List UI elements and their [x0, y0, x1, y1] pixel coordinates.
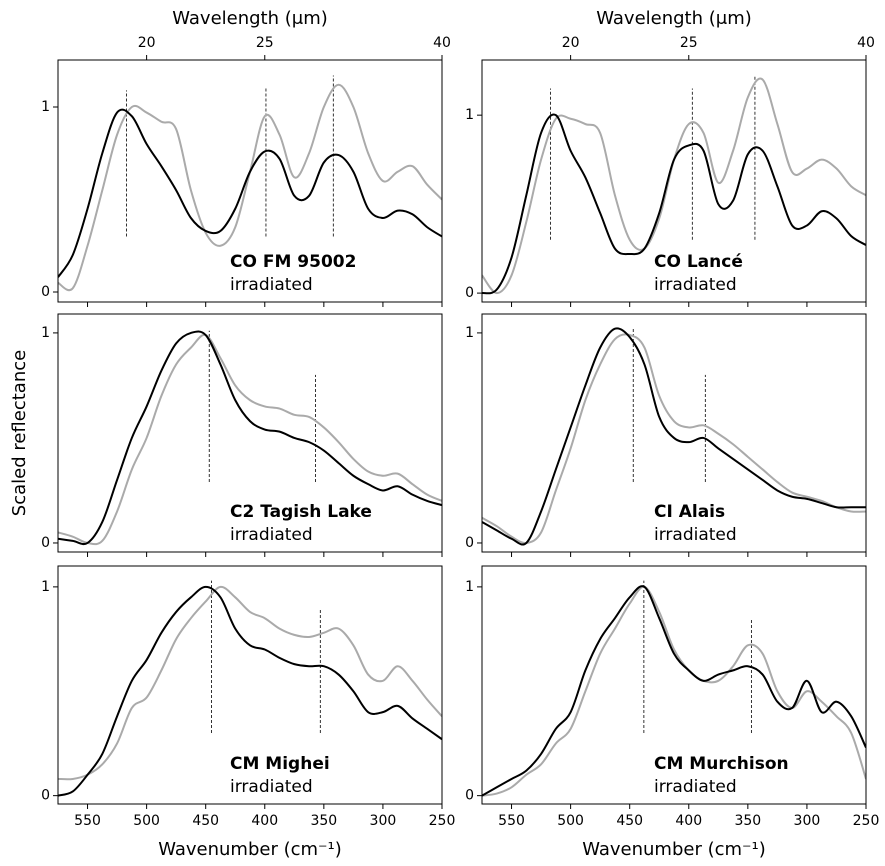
- x-tick-label: 400: [251, 813, 278, 829]
- legend-label: irradiated: [230, 275, 313, 295]
- x-axis-label: Wavenumber (cm⁻¹): [582, 839, 766, 860]
- y-tick-label: 0: [41, 788, 50, 804]
- spectrum-line: [58, 585, 442, 797]
- spectrum-line: [482, 585, 866, 797]
- plot-frame: [481, 59, 867, 303]
- y-tick-label: 0: [465, 788, 474, 804]
- x-tick-label: 300: [370, 813, 397, 829]
- x2-tick-label: 40: [433, 35, 451, 51]
- x2-axis-label: Wavelength (μm): [172, 8, 328, 29]
- x-tick-label: 250: [429, 813, 456, 829]
- y-tick-label: 1: [41, 579, 50, 595]
- y-tick-label: 1: [465, 107, 474, 123]
- legend-label: irradiated: [230, 525, 313, 545]
- x-tick-label: 400: [675, 813, 702, 829]
- spectrum-line: [58, 330, 442, 546]
- y-tick-label: 1: [465, 579, 474, 595]
- legend-label: CM Mighei: [230, 754, 330, 774]
- x2-tick-label: 25: [256, 35, 274, 51]
- spectrum-line: [58, 585, 442, 781]
- plot-frame: [57, 59, 443, 303]
- x2-tick-label: 25: [680, 35, 698, 51]
- y-tick-label: 0: [41, 535, 50, 551]
- legend-label: CO FM 95002: [230, 252, 356, 272]
- x-tick-label: 300: [794, 813, 821, 829]
- x-tick-label: 450: [616, 813, 643, 829]
- y-tick-label: 1: [465, 325, 474, 341]
- x2-axis-label: Wavelength (μm): [596, 8, 752, 29]
- legend-label: CI Alais: [654, 502, 725, 522]
- spectrum-line: [482, 327, 866, 546]
- y-tick-label: 0: [41, 284, 50, 300]
- legend-label: irradiated: [654, 525, 737, 545]
- plot-frame: [57, 565, 443, 805]
- x-tick-label: 550: [498, 813, 525, 829]
- x-tick-label: 500: [557, 813, 584, 829]
- x2-tick-label: 20: [138, 35, 156, 51]
- legend-label: C2 Tagish Lake: [230, 502, 372, 522]
- legend-label: CO Lancé: [654, 252, 743, 272]
- x2-tick-label: 20: [562, 35, 580, 51]
- spectrum-line: [482, 113, 866, 295]
- x-tick-label: 350: [734, 813, 761, 829]
- y-tick-label: 1: [41, 325, 50, 341]
- x-tick-label: 550: [74, 813, 101, 829]
- x-tick-label: 450: [192, 813, 219, 829]
- plot-frame: [481, 565, 867, 805]
- x-tick-label: 500: [133, 813, 160, 829]
- y-tick-label: 1: [41, 99, 50, 115]
- y-tick-label: 0: [465, 285, 474, 301]
- x2-tick-label: 40: [857, 35, 875, 51]
- legend-label: irradiated: [230, 777, 313, 797]
- plot-frame: [57, 313, 443, 553]
- legend-label: irradiated: [654, 777, 737, 797]
- plot-frame: [481, 313, 867, 553]
- legend-label: irradiated: [654, 275, 737, 295]
- x-tick-label: 350: [310, 813, 337, 829]
- spectrum-line: [482, 333, 866, 545]
- legend-label: CM Murchison: [654, 754, 789, 774]
- x-tick-label: 250: [853, 813, 880, 829]
- spectrum-line: [58, 333, 442, 546]
- y-axis-label: Scaled reflectance: [9, 350, 30, 516]
- spectrum-line: [482, 585, 866, 797]
- y-tick-label: 0: [465, 535, 474, 551]
- x-axis-label: Wavenumber (cm⁻¹): [158, 839, 342, 860]
- spectrum-line: [58, 108, 442, 278]
